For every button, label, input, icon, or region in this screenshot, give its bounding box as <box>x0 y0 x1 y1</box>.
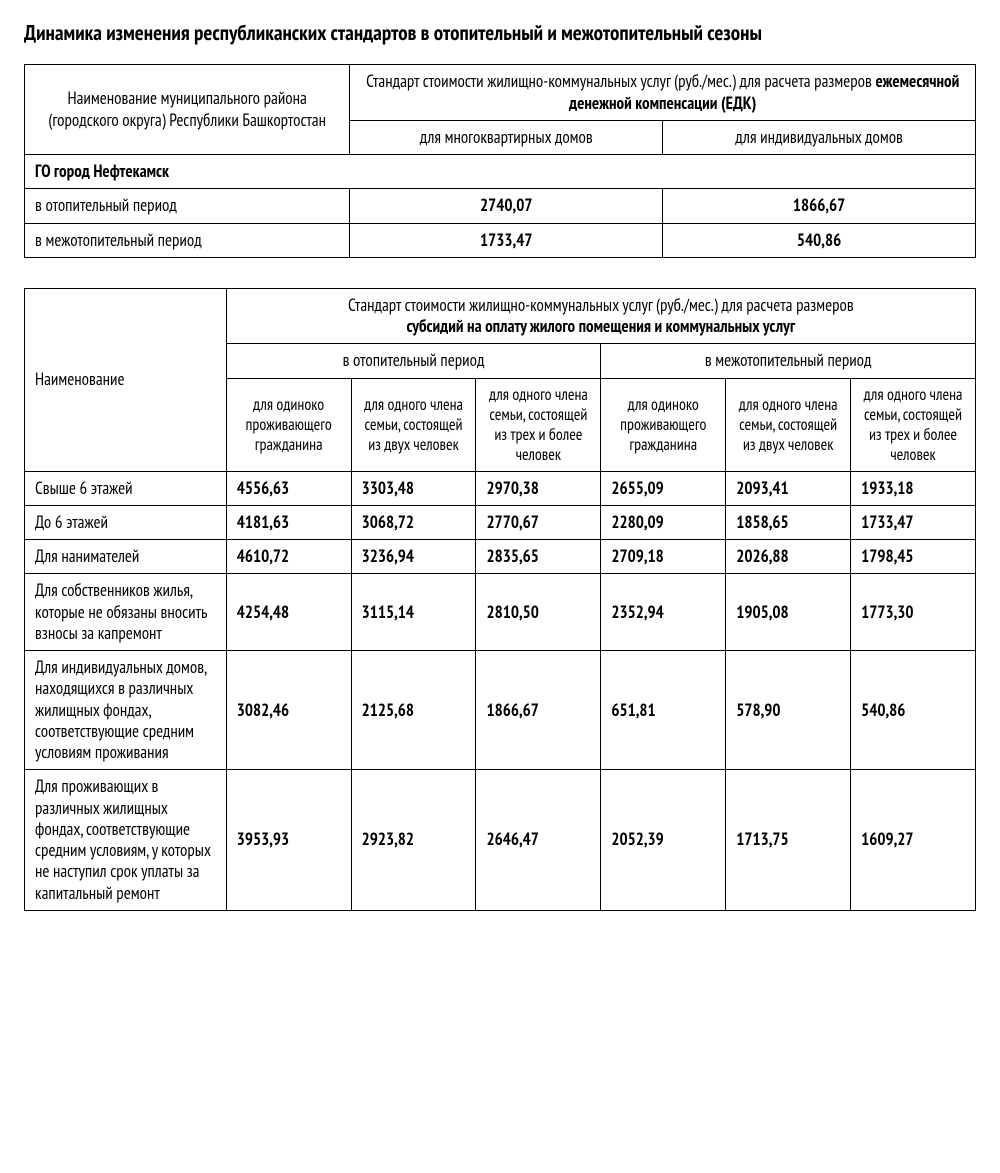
t2-cell: 1798,45 <box>851 540 976 574</box>
t2-sub-header: для одного члена семьи, состоящей из тре… <box>851 378 976 471</box>
t2-period1-header: в отопительный период <box>226 344 601 378</box>
t2-cell: 578,90 <box>726 651 851 770</box>
table-row: Для нанимателей 4610,72 3236,94 2835,65 … <box>25 540 976 574</box>
t2-cell: 1609,27 <box>851 770 976 911</box>
t2-cell: 1933,18 <box>851 471 976 505</box>
t2-row-label: Для собственников жилья, которые не обяз… <box>25 574 227 651</box>
t2-cell: 2280,09 <box>601 505 726 539</box>
t2-cell: 2835,65 <box>476 540 601 574</box>
t2-cell: 1905,08 <box>726 574 851 651</box>
t2-cell: 3115,14 <box>351 574 476 651</box>
t2-row-label: До 6 этажей <box>25 505 227 539</box>
t2-cell: 2810,50 <box>476 574 601 651</box>
t1-row-val1: 1733,47 <box>350 223 663 257</box>
edk-table: Наименование муниципального района (горо… <box>24 64 976 258</box>
table-row: Для индивидуальных домов, находящихся в … <box>25 651 976 770</box>
t2-sub-header: для одиноко проживающего гражданина <box>601 378 726 471</box>
t2-row-label: Для индивидуальных домов, находящихся в … <box>25 651 227 770</box>
t2-cell: 2093,41 <box>726 471 851 505</box>
t2-sub-header: для одного члена семьи, состоящей из дву… <box>351 378 476 471</box>
t2-super-prefix: Стандарт стоимости жилищно-коммунальных … <box>348 294 854 316</box>
t2-cell: 2970,38 <box>476 471 601 505</box>
subsidy-table: Наименование Стандарт стоимости жилищно-… <box>24 288 976 911</box>
t2-cell: 3236,94 <box>351 540 476 574</box>
t2-cell: 3068,72 <box>351 505 476 539</box>
t1-super-header: Стандарт стоимости жилищно-коммунальных … <box>350 65 976 121</box>
t2-cell: 4610,72 <box>226 540 351 574</box>
t2-cell: 4181,63 <box>226 505 351 539</box>
t1-row-val2: 540,86 <box>663 223 976 257</box>
t2-cell: 2646,47 <box>476 770 601 911</box>
table-row: в отопительный период 2740,07 1866,67 <box>25 189 976 223</box>
t2-row-label: Для нанимателей <box>25 540 227 574</box>
t2-cell: 3303,48 <box>351 471 476 505</box>
t2-row-label: Свыше 6 этажей <box>25 471 227 505</box>
t2-cell: 1858,65 <box>726 505 851 539</box>
t2-cell: 1866,67 <box>476 651 601 770</box>
t2-row-label: Для проживающих в различных жилищных фон… <box>25 770 227 911</box>
t2-cell: 3082,46 <box>226 651 351 770</box>
t2-sub-header: для одного члена семьи, состоящей из тре… <box>476 378 601 471</box>
t2-cell: 2655,09 <box>601 471 726 505</box>
t1-row-val2: 1866,67 <box>663 189 976 223</box>
t1-section-row: ГО город Нефтекамск <box>25 155 976 189</box>
t1-super-prefix: Стандарт стоимости жилищно-коммунальных … <box>366 70 875 92</box>
t1-row-label: в отопительный период <box>25 189 350 223</box>
t1-colname-header: Наименование муниципального района (горо… <box>25 65 350 155</box>
t2-super-bold: субсидий на оплату жилого помещения и ко… <box>407 315 796 337</box>
table-row: Для проживающих в различных жилищных фон… <box>25 770 976 911</box>
table-row: в межотопительный период 1733,47 540,86 <box>25 223 976 257</box>
table-row: До 6 этажей 4181,63 3068,72 2770,67 2280… <box>25 505 976 539</box>
t2-period2-header: в межотопительный период <box>601 344 976 378</box>
t2-cell: 1733,47 <box>851 505 976 539</box>
t2-cell: 2125,68 <box>351 651 476 770</box>
t2-cell: 4254,48 <box>226 574 351 651</box>
t2-cell: 2026,88 <box>726 540 851 574</box>
t2-cell: 2923,82 <box>351 770 476 911</box>
t2-super-header: Стандарт стоимости жилищно-коммунальных … <box>226 288 975 344</box>
table-row: Свыше 6 этажей 4556,63 3303,48 2970,38 2… <box>25 471 976 505</box>
t2-cell: 2352,94 <box>601 574 726 651</box>
t2-cell: 2052,39 <box>601 770 726 911</box>
t2-cell: 4556,63 <box>226 471 351 505</box>
t2-sub-header: для одиноко проживающего гражданина <box>226 378 351 471</box>
t2-cell: 1713,75 <box>726 770 851 911</box>
t1-sub1-header: для многоквартирных домов <box>350 120 663 154</box>
t2-cell: 1773,30 <box>851 574 976 651</box>
t2-colname-header: Наименование <box>25 288 227 471</box>
t2-sub-header: для одного члена семьи, состоящей из дву… <box>726 378 851 471</box>
page-title: Динамика изменения республиканских станд… <box>24 20 976 46</box>
t2-cell: 3953,93 <box>226 770 351 911</box>
t2-cell: 540,86 <box>851 651 976 770</box>
table-row: Для собственников жилья, которые не обяз… <box>25 574 976 651</box>
t1-row-val1: 2740,07 <box>350 189 663 223</box>
t2-cell: 651,81 <box>601 651 726 770</box>
t2-cell: 2709,18 <box>601 540 726 574</box>
t2-cell: 2770,67 <box>476 505 601 539</box>
t1-sub2-header: для индивидуальных домов <box>663 120 976 154</box>
t1-row-label: в межотопительный период <box>25 223 350 257</box>
